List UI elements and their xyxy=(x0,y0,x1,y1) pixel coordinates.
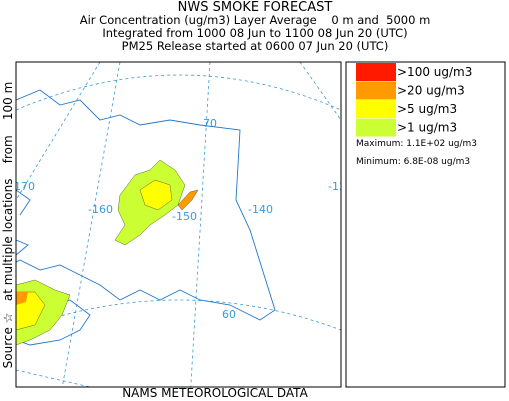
legend-label: >5 ug/m3 xyxy=(397,102,457,116)
legend-frame xyxy=(345,61,506,388)
map-label: -150 xyxy=(172,210,197,223)
subtitle: Air Concentration (ug/m3) Layer Average … xyxy=(80,13,431,27)
subtitle: PM25 Release started at 0600 07 Jun 20 (… xyxy=(122,39,389,53)
subtitle: Integrated from 1000 08 Jun to 1100 08 J… xyxy=(102,26,407,40)
title: NWS SMOKE FORECAST xyxy=(178,0,333,15)
legend-swatch xyxy=(356,63,396,81)
footer: NAMS METEOROLOGICAL DATA xyxy=(122,386,308,400)
map-label: 70 xyxy=(203,117,217,130)
legend-maximum: Maximum: 1.1E+02 ug/m3 xyxy=(356,139,477,149)
map: -170 -160 -150 -140 -130 70 60 xyxy=(10,62,353,387)
legend-swatch xyxy=(356,81,396,100)
legend-minimum: Minimum: 6.8E-08 ug/m3 xyxy=(356,157,470,167)
legend-swatch xyxy=(356,118,396,137)
legend-label: >1 ug/m3 xyxy=(397,121,457,135)
side-label: Source ☆ at multiple locations from 100 … xyxy=(1,82,15,369)
map-label: 60 xyxy=(222,308,236,321)
map-label: -160 xyxy=(88,203,113,216)
map-label: -140 xyxy=(248,203,273,216)
legend-label: >100 ug/m3 xyxy=(397,65,472,79)
map-label: -130 xyxy=(328,180,353,193)
map-frame xyxy=(15,61,342,388)
legend-swatch xyxy=(356,100,396,118)
legend-label: >20 ug/m3 xyxy=(397,84,465,98)
map-label: -170 xyxy=(10,180,35,193)
